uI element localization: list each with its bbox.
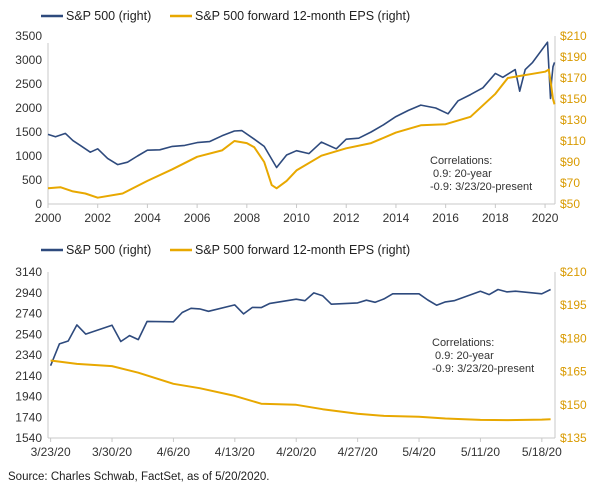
- top-x-axis-ticks: 2000 2002 2004 2006 2008 2010 2012 2014 2016 2018…: [35, 204, 559, 225]
- top-right-tick-label: $210: [560, 29, 587, 43]
- top-x-tick-label: 2016: [432, 211, 459, 225]
- top-left-tick-label: 1500: [15, 125, 42, 139]
- top-left-tick-label: 2500: [15, 77, 42, 91]
- top-left-tick-label: 500: [22, 173, 42, 187]
- top-left-tick-label: 0: [35, 197, 42, 211]
- top-note-line-recent: -0.9: 3/23/20-present: [430, 181, 532, 193]
- bottom-right-tick-label: $195: [560, 298, 587, 312]
- bottom-series-lines: [49, 288, 551, 422]
- bottom-left-tick-label: 2140: [15, 369, 42, 383]
- bottom-legend-eps-label: S&P 500 forward 12-month EPS (right): [195, 243, 410, 257]
- bottom-left-tick-label: 2740: [15, 307, 42, 321]
- top-right-tick-label: $50: [560, 197, 580, 211]
- top-left-tick-label: 2000: [15, 101, 42, 115]
- top-x-tick-label: 2002: [84, 211, 111, 225]
- top-sp500-line: [47, 41, 556, 169]
- bottom-note-title: Correlations:: [432, 337, 494, 349]
- bottom-note-line-20yr: 0.9: 20-year: [432, 350, 494, 362]
- bottom-right-tick-label: $210: [560, 265, 587, 279]
- bottom-right-axis-ticks: $135 $150 $165 $180 $195 $210: [560, 265, 587, 445]
- bottom-left-axis-ticks: 1540 1740 1940 2140 2340 2540 2740 2940 3140: [15, 265, 42, 445]
- bottom-x-tick-label: 3/30/20: [92, 445, 132, 459]
- top-note-title: Correlations:: [430, 155, 492, 167]
- top-right-tick-label: $130: [560, 113, 587, 127]
- bottom-left-tick-label: 1940: [15, 390, 42, 404]
- top-left-tick-label: 3000: [15, 53, 42, 67]
- bottom-x-tick-label: 5/18/20: [522, 445, 562, 459]
- bottom-x-axis-ticks: 3/23/20 3/30/20 4/6/20 4/13/20 4/20/20 4/27/2…: [31, 438, 562, 459]
- source-note: Source: Charles Schwab, FactSet, as of 5…: [8, 471, 270, 483]
- top-right-tick-label: $70: [560, 176, 580, 190]
- bottom-legend: S&P 500 (right) S&P 500 forward 12-month…: [41, 243, 410, 257]
- top-right-tick-label: $190: [560, 50, 587, 64]
- top-legend-sp500-label: S&P 500 (right): [66, 9, 151, 23]
- bottom-left-tick-label: 1540: [15, 431, 42, 445]
- top-left-tick-label: 3500: [15, 29, 42, 43]
- top-x-tick-label: 2000: [35, 211, 62, 225]
- top-correlations-note: Correlations: 0.9: 20-year -0.9: 3/23/20…: [430, 155, 532, 193]
- bottom-x-tick-label: 4/13/20: [215, 445, 255, 459]
- bottom-correlations-note: Correlations: 0.9: 20-year -0.9: 3/23/20…: [432, 337, 534, 375]
- bottom-x-tick-label: 4/27/20: [338, 445, 378, 459]
- bottom-chart: S&P 500 (right) S&P 500 forward 12-month…: [15, 243, 587, 459]
- top-right-axis-ticks: $50 $70 $90 $110 $130 $150 $170 $190 $210: [560, 29, 587, 211]
- top-legend-eps-label: S&P 500 forward 12-month EPS (right): [195, 9, 410, 23]
- top-right-tick-label: $90: [560, 155, 580, 169]
- bottom-left-tick-label: 2540: [15, 327, 42, 341]
- top-left-tick-label: 1000: [15, 149, 42, 163]
- bottom-x-tick-label: 5/4/20: [402, 445, 436, 459]
- top-x-tick-label: 2010: [283, 211, 310, 225]
- top-x-tick-label: 2014: [383, 211, 410, 225]
- bottom-sp500-line: [49, 288, 551, 366]
- bottom-right-tick-label: $165: [560, 365, 587, 379]
- bottom-left-tick-label: 2340: [15, 348, 42, 362]
- top-chart: S&P 500 (right) S&P 500 forward 12-month…: [15, 9, 587, 225]
- top-series-lines: [47, 41, 556, 199]
- top-x-tick-label: 2008: [233, 211, 260, 225]
- bottom-x-tick-label: 5/11/20: [461, 445, 500, 459]
- bottom-legend-sp500-label: S&P 500 (right): [66, 243, 151, 257]
- top-x-tick-label: 2020: [532, 211, 559, 225]
- bottom-right-tick-label: $135: [560, 431, 587, 445]
- bottom-eps-line: [50, 359, 551, 422]
- top-x-tick-label: 2012: [333, 211, 360, 225]
- bottom-right-tick-label: $150: [560, 398, 587, 412]
- top-x-tick-label: 2004: [134, 211, 161, 225]
- bottom-right-tick-label: $180: [560, 331, 587, 345]
- bottom-x-tick-label: 4/6/20: [157, 445, 191, 459]
- top-x-tick-label: 2006: [184, 211, 211, 225]
- top-right-tick-label: $170: [560, 71, 587, 85]
- top-right-tick-label: $110: [560, 134, 586, 148]
- top-eps-line: [47, 68, 556, 199]
- top-right-tick-label: $150: [560, 92, 587, 106]
- bottom-x-tick-label: 4/20/20: [276, 445, 316, 459]
- top-left-axis-ticks: 0 500 1000 1500 2000 2500 3000 3500: [15, 29, 42, 211]
- bottom-note-line-recent: -0.9: 3/23/20-present: [432, 363, 534, 375]
- bottom-left-tick-label: 3140: [15, 265, 42, 279]
- top-legend: S&P 500 (right) S&P 500 forward 12-month…: [41, 9, 410, 23]
- bottom-x-tick-label: 3/23/20: [31, 445, 71, 459]
- top-note-line-20yr: 0.9: 20-year: [430, 168, 492, 180]
- bottom-left-tick-label: 1740: [15, 410, 42, 424]
- bottom-left-tick-label: 2940: [15, 286, 42, 300]
- top-x-tick-label: 2018: [482, 211, 509, 225]
